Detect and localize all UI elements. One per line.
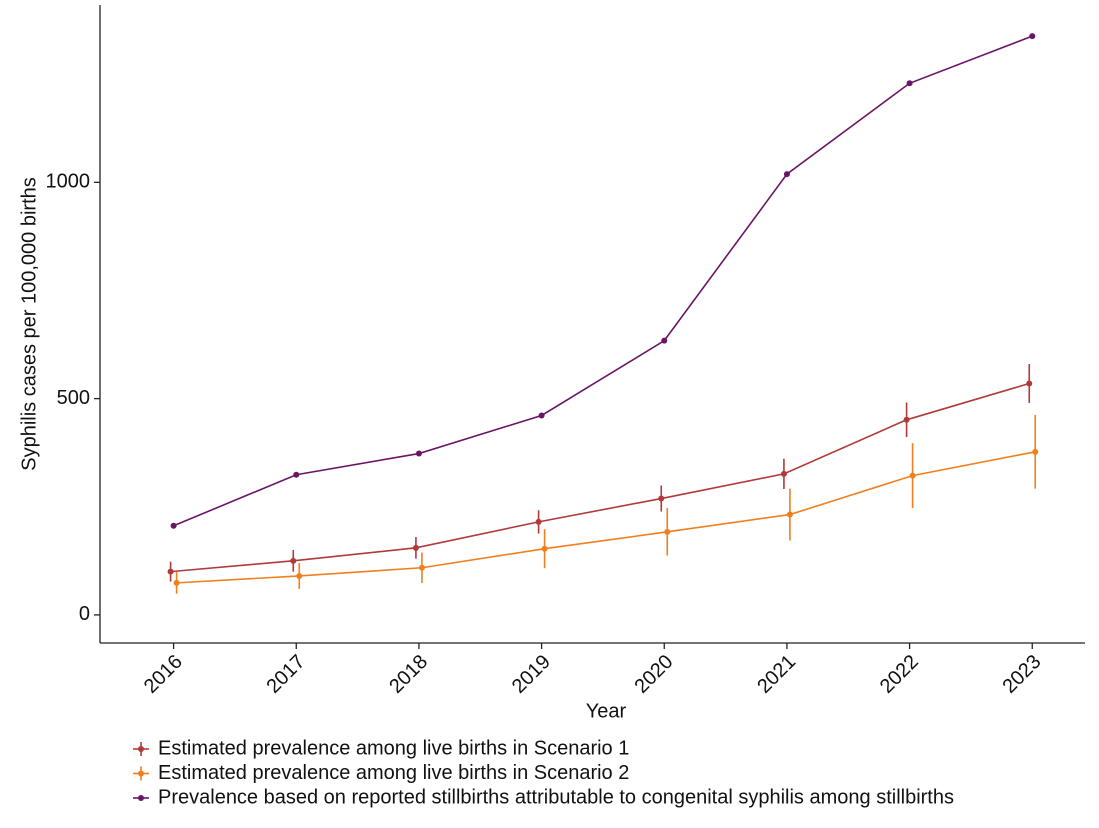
x-tick-label: 2022 — [876, 651, 923, 698]
point — [170, 522, 177, 529]
series-line — [176, 451, 1036, 584]
point — [538, 412, 545, 419]
legend-dot — [138, 795, 144, 801]
y-axis-label: Syphilis cases per 100,000 births — [18, 177, 40, 471]
point — [903, 416, 910, 423]
point — [173, 579, 180, 586]
point — [290, 557, 297, 564]
legend-dot — [138, 746, 144, 752]
point — [1029, 33, 1036, 40]
point — [909, 472, 916, 479]
point — [167, 568, 174, 575]
point — [783, 171, 790, 178]
x-tick-label: 2017 — [263, 651, 310, 698]
point — [906, 80, 913, 87]
y-tick-label: 500 — [57, 387, 90, 409]
legend-dot — [138, 770, 144, 777]
x-tick-label: 2018 — [385, 651, 432, 698]
x-axis-label: Year — [586, 700, 627, 722]
x-tick-label: 2016 — [140, 651, 187, 698]
point — [412, 544, 419, 551]
point — [664, 528, 671, 535]
x-tick-label: 2019 — [508, 651, 555, 698]
x-tick-label: 2020 — [631, 651, 678, 698]
point — [661, 337, 668, 344]
point — [786, 511, 793, 518]
legend-label: Estimated prevalence among live births i… — [158, 737, 629, 759]
legend-label: Estimated prevalence among live births i… — [158, 762, 629, 784]
x-tick-label: 2021 — [753, 651, 800, 698]
y-tick-label: 1000 — [46, 171, 91, 193]
point — [1032, 448, 1039, 455]
point — [541, 545, 548, 552]
legend-label: Prevalence based on reported stillbirths… — [158, 786, 954, 808]
point — [535, 518, 542, 525]
series-line — [173, 35, 1033, 527]
point — [415, 450, 422, 457]
point — [296, 572, 303, 579]
point — [780, 470, 787, 477]
point — [1026, 380, 1033, 387]
point — [418, 564, 425, 571]
y-tick-label: 0 — [79, 603, 90, 625]
series-line — [170, 382, 1030, 573]
x-tick-label: 2023 — [999, 651, 1046, 698]
point — [293, 471, 300, 478]
point — [658, 495, 665, 502]
